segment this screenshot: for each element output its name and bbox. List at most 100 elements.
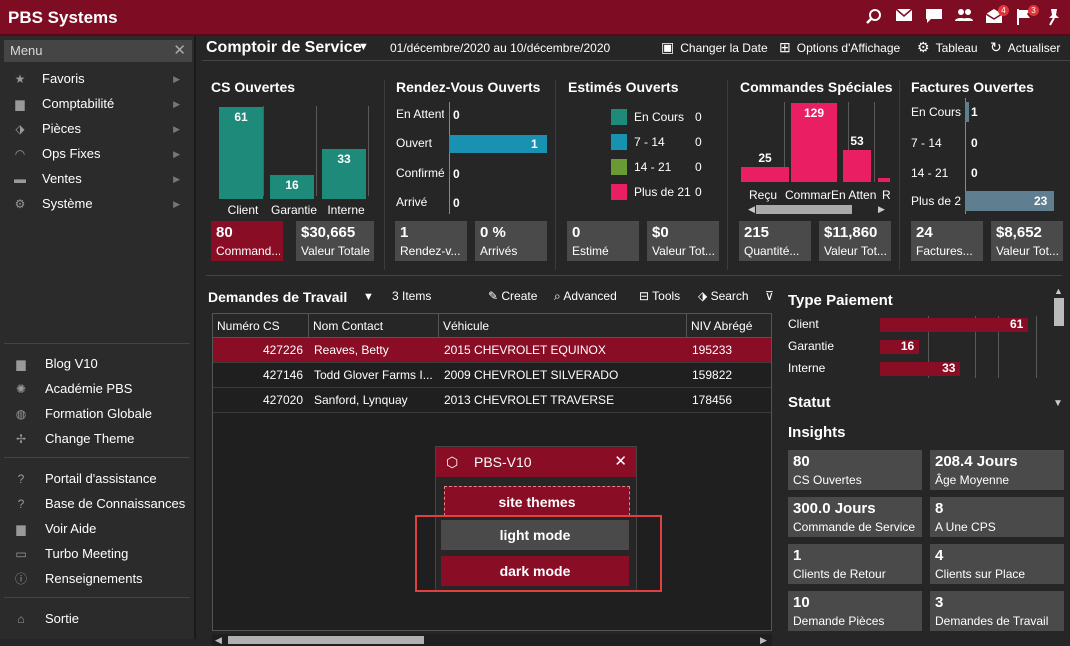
insight-tile[interactable]: 80 CS Ouvertes [788,450,922,490]
insight-tile[interactable]: 8 A Une CPS [930,497,1064,537]
create-button[interactable]: ✎ Create [488,289,537,303]
change-date-label: Changer la Date [680,41,768,55]
page-title: Comptoir de Service [206,39,362,56]
kpi-tile[interactable]: 24 Factures... [911,221,983,261]
insight-label: A Une CPS [935,520,996,534]
scroll-right-icon[interactable]: ▶ [760,635,767,645]
chat-icon[interactable] [924,8,944,28]
sidebar-item-comptabilite[interactable]: ▆ Comptabilité ▶ [0,93,194,115]
pin-icon[interactable] [1044,8,1064,28]
kpi-tile[interactable]: 0 Estimé [567,221,639,261]
sidebar-item-renseignements[interactable]: ⓘ Renseignements [0,568,194,590]
bar [791,103,837,182]
sidebar-item-voir-aide[interactable]: ▆ Voir Aide [0,518,194,540]
sidebar-item-pieces[interactable]: ⬗ Pièces ▶ [0,118,194,140]
table-row[interactable]: 427226 Reaves, Betty 2015 CHEVROLET EQUI… [213,338,771,363]
search-icon[interactable] [864,8,884,28]
car-icon: ▬ [14,172,26,186]
sidebar-item-label: Base de Connaissances [45,496,186,511]
insight-tile[interactable]: 300.0 Jours Commande de Service L [788,497,922,537]
advanced-label: Advanced [563,289,617,303]
sidebar-item-favoris[interactable]: ★ Favoris ▶ [0,68,194,90]
gridline [874,102,875,182]
chevron-right-icon: ▶ [173,124,180,134]
kpi-tile[interactable]: 1 Rendez-v... [395,221,467,261]
chevron-down-icon[interactable]: ▼ [1053,398,1063,409]
horizontal-scrollbar[interactable]: ◀ ▶ [212,634,772,646]
filter-icon[interactable]: ⊽ [765,289,774,303]
tools-button[interactable]: ⊟ Tools [639,289,680,303]
insight-tile[interactable]: 208.4 Jours Âge Moyenne [930,450,1064,490]
sidebar-item-systeme[interactable]: ⚙ Système ▶ [0,193,194,215]
app-title: PBS Systems [8,8,118,27]
column-header[interactable]: Numéro CS [213,314,309,338]
close-icon[interactable]: ✕ [614,453,627,470]
column-header[interactable]: NIV Abrégé [687,314,771,338]
sidebar-item-change-theme[interactable]: ✢ Change Theme [0,428,194,450]
sidebar-item-formation[interactable]: ◍ Formation Globale [0,403,194,425]
advanced-button[interactable]: ⌕ Advanced [554,289,617,304]
table-row[interactable]: 427146 Todd Glover Farms I... 2009 CHEVR… [213,363,771,388]
chevron-down-icon[interactable]: ▼ [358,41,369,53]
close-icon[interactable]: ✕ [173,42,186,59]
dark-mode-button[interactable]: dark mode [441,556,629,586]
sidebar-item-base-connaissances[interactable]: ? Base de Connaissances [0,493,194,515]
kpi-tile[interactable]: 215 Quantité... [739,221,811,261]
scroll-left-icon[interactable]: ◀ [215,635,222,645]
dashboard-button[interactable]: ⚙ Tableau [917,39,978,56]
kpi-tile[interactable]: $8,652 Valeur Tot... [991,221,1063,261]
sidebar-item-ventes[interactable]: ▬ Ventes ▶ [0,168,194,190]
scrollbar-thumb[interactable] [228,636,424,644]
chevron-down-icon[interactable]: ▼ [363,291,374,303]
scroll-up-icon[interactable]: ▲ [1054,286,1063,296]
insight-tile[interactable]: 1 Clients de Retour [788,544,922,584]
bar-value-label: 129 [803,106,825,120]
table-row[interactable]: 427020 Sanford, Lynquay 2013 CHEVROLET T… [213,388,771,413]
axis-line [449,102,450,214]
y-tick-label: Garantie [788,339,835,353]
kpi-tile[interactable]: $0 Valeur Tot... [647,221,719,261]
insight-tile[interactable]: 3 Demandes de Travail [930,591,1064,631]
theme-icon: ✢ [15,432,27,446]
table-cell: Reaves, Betty [314,343,389,357]
sidebar-item-portail[interactable]: ? Portail d'assistance [0,468,194,490]
sidebar-item-ops-fixes[interactable]: ◠ Ops Fixes ▶ [0,143,194,165]
scroll-left-icon[interactable]: ◀ [748,204,755,214]
flag-icon[interactable]: 3 [1014,5,1039,28]
legend-label: 14 - 21 [634,160,672,174]
inbox-icon[interactable]: 4 [984,5,1009,28]
kpi-tile[interactable]: $11,860 Valeur Tot... [819,221,891,261]
monitor-icon: ▭ [15,547,27,561]
bar-value-label: 16 [285,177,299,192]
column-header[interactable]: Nom Contact [309,314,439,338]
chart-scrollbar-thumb[interactable] [756,205,852,214]
sidebar-item-turbo-meeting[interactable]: ▭ Turbo Meeting [0,543,194,565]
refresh-button[interactable]: ↻ Actualiser [990,39,1060,56]
kpi-tile[interactable]: 80 Command... [211,221,283,261]
users-icon[interactable] [954,8,974,28]
insight-tile[interactable]: 4 Clients sur Place [930,544,1064,584]
vertical-scrollbar[interactable]: ▲ [1054,286,1064,639]
kpi-tile[interactable]: $30,665 Valeur Totale [296,221,374,261]
kpi-tile[interactable]: 0 % Arrivés [475,221,547,261]
site-themes-button[interactable]: site themes [444,486,630,516]
display-options-button[interactable]: ⊞ Options d'Affichage [779,39,900,56]
scroll-right-icon[interactable]: ▶ [878,204,885,214]
sidebar-item-blog[interactable]: ▆ Blog V10 [0,353,194,375]
gridline [368,106,369,196]
search-button[interactable]: ⬗ Search [698,289,749,303]
insight-tile[interactable]: 10 Demande Pièces [788,591,922,631]
table-cell: 427020 [262,393,303,407]
question-icon: ? [17,472,25,486]
mail-icon[interactable] [894,8,914,28]
scrollbar-thumb[interactable] [1054,298,1064,326]
dashboard-label: Tableau [935,41,978,55]
bar-value-label: 0 [971,166,978,180]
bar-value-label: 0 [453,108,460,122]
sidebar-item-academie[interactable]: ✺ Académie PBS [0,378,194,400]
column-header[interactable]: Véhicule [439,314,687,338]
sidebar-item-sortie[interactable]: ⌂ Sortie [0,608,194,630]
light-mode-button[interactable]: light mode [441,520,629,550]
menu-header: Menu ✕ [4,40,192,62]
change-date-button[interactable]: ▣ Changer la Date [661,39,768,56]
